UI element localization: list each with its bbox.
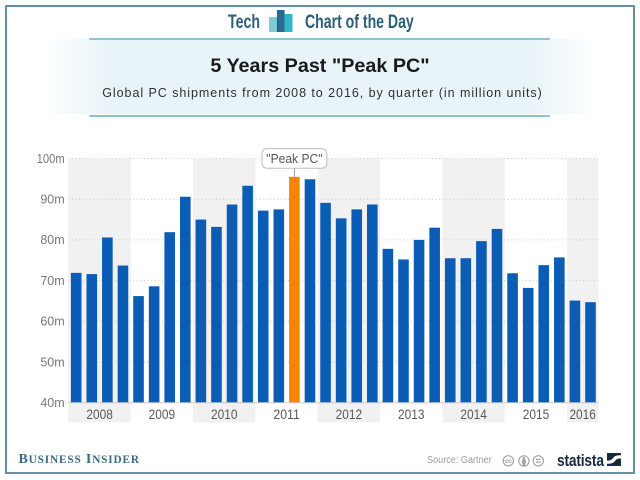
svg-text:60m: 60m (40, 315, 64, 329)
svg-text:2010: 2010 (211, 407, 238, 422)
svg-text:2014: 2014 (460, 407, 487, 422)
svg-text:70m: 70m (40, 274, 64, 288)
svg-text:50m: 50m (40, 355, 64, 369)
svg-text:2016: 2016 (569, 407, 596, 422)
svg-text:2008: 2008 (86, 407, 113, 422)
svg-text:2011: 2011 (273, 407, 300, 422)
svg-text:90m: 90m (40, 193, 64, 207)
svg-text:80m: 80m (40, 233, 64, 247)
svg-text:2009: 2009 (149, 407, 176, 422)
svg-text:2015: 2015 (523, 407, 550, 422)
svg-text:40m: 40m (40, 396, 64, 410)
svg-text:2012: 2012 (336, 407, 363, 422)
svg-text:2013: 2013 (398, 407, 425, 422)
svg-text:100m: 100m (37, 152, 65, 166)
svg-text:"Peak PC": "Peak PC" (266, 151, 323, 166)
svg-text:cc: cc (504, 458, 511, 465)
